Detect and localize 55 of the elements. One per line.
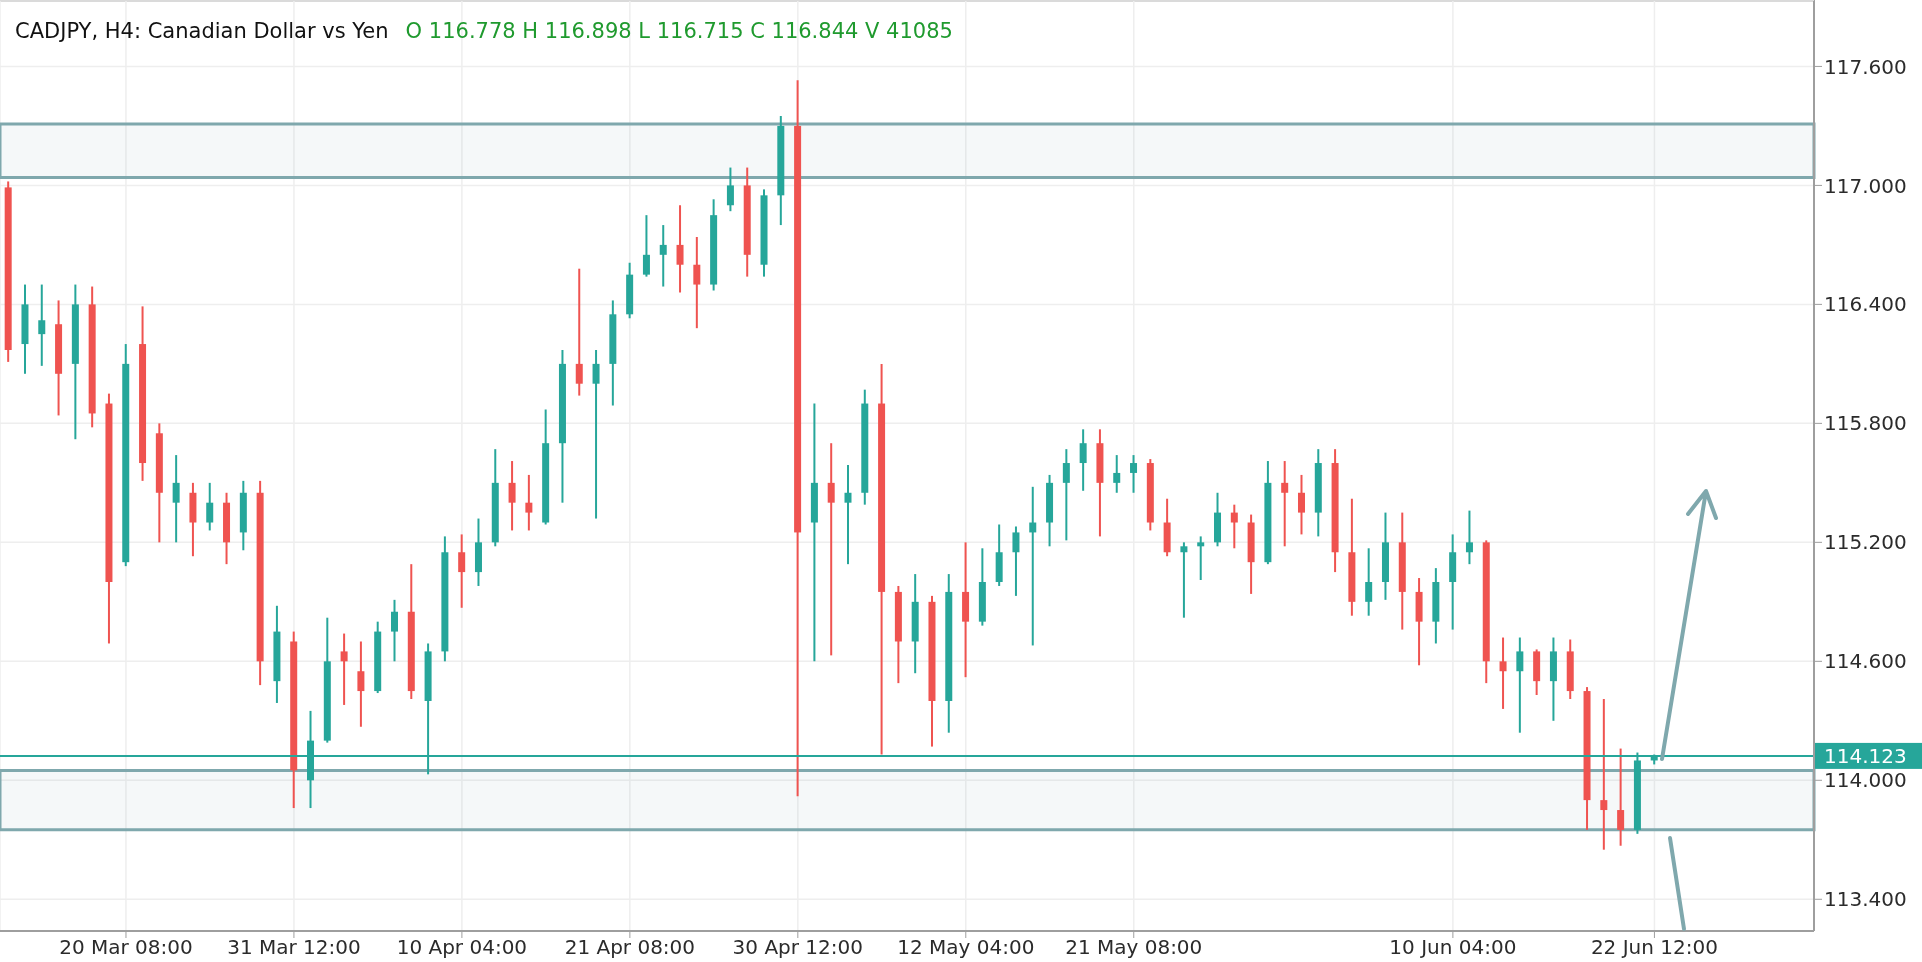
y-tick-label: 115.200 bbox=[1824, 530, 1907, 555]
candlestick bbox=[340, 632, 348, 706]
x-tick-label: 12 May 04:00 bbox=[897, 935, 1035, 960]
y-tick-label: 113.400 bbox=[1824, 887, 1907, 912]
ref-line-label: 114.123 bbox=[1824, 743, 1907, 768]
x-tick-label: 31 Mar 12:00 bbox=[227, 935, 361, 960]
candlestick bbox=[1029, 485, 1037, 647]
candlestick bbox=[575, 267, 583, 397]
candlestick bbox=[1499, 636, 1507, 710]
candlestick bbox=[1281, 460, 1289, 548]
y-tick-label: 117.000 bbox=[1824, 173, 1907, 198]
candlestick bbox=[172, 454, 180, 544]
x-tick-label: 22 Jun 12:00 bbox=[1590, 935, 1718, 960]
candlestick bbox=[844, 464, 852, 566]
candlestick bbox=[827, 442, 835, 657]
candlestick bbox=[592, 349, 600, 520]
candlestick bbox=[1197, 535, 1205, 582]
candlestick bbox=[1062, 448, 1070, 542]
candlestick bbox=[390, 598, 398, 663]
text: O 116.778 H 116.898 L 116.715 C 116.844 V 41085 bbox=[405, 18, 953, 44]
candlestick bbox=[1130, 454, 1138, 494]
candlestick bbox=[726, 166, 734, 213]
candlestick bbox=[693, 235, 701, 330]
x-tick-label: 10 Apr 04:00 bbox=[396, 935, 528, 960]
x-tick-label: 21 Apr 08:00 bbox=[564, 935, 696, 960]
candlestick bbox=[642, 214, 650, 278]
candlestick bbox=[458, 533, 466, 609]
candlestick bbox=[1365, 547, 1373, 617]
candlestick bbox=[1600, 698, 1608, 851]
candlestick bbox=[1465, 509, 1473, 566]
x-tick-label: 30 Apr 12:00 bbox=[732, 935, 864, 960]
x-tick-label: 21 May 08:00 bbox=[1065, 935, 1203, 960]
candlestick bbox=[1113, 454, 1121, 494]
candlestick bbox=[1012, 525, 1020, 597]
candlestick bbox=[357, 640, 365, 728]
candlestick bbox=[1079, 428, 1087, 492]
y-tick-label: 114.000 bbox=[1824, 768, 1907, 793]
candlestick bbox=[508, 460, 516, 532]
candlestick bbox=[676, 204, 684, 294]
text: CADJPY, H4: Canadian Dollar vs Yen bbox=[15, 18, 389, 44]
y-tick-label: 115.800 bbox=[1824, 411, 1907, 436]
candlestick bbox=[1297, 473, 1305, 536]
x-tick-label: 20 Mar 08:00 bbox=[59, 935, 193, 960]
candlestick bbox=[1617, 747, 1625, 847]
candlestick bbox=[1180, 541, 1188, 619]
y-tick-label: 116.400 bbox=[1824, 292, 1907, 317]
y-tick-label: 114.600 bbox=[1824, 649, 1907, 674]
y-tick-label: 117.600 bbox=[1824, 54, 1907, 79]
candlestick bbox=[659, 224, 667, 288]
candlestick bbox=[206, 481, 214, 532]
x-tick-label: 10 Jun 04:00 bbox=[1389, 935, 1517, 960]
candlestick bbox=[38, 283, 46, 367]
candlestick bbox=[525, 473, 533, 532]
candlestick bbox=[1230, 503, 1238, 550]
candlestick bbox=[1516, 636, 1524, 734]
